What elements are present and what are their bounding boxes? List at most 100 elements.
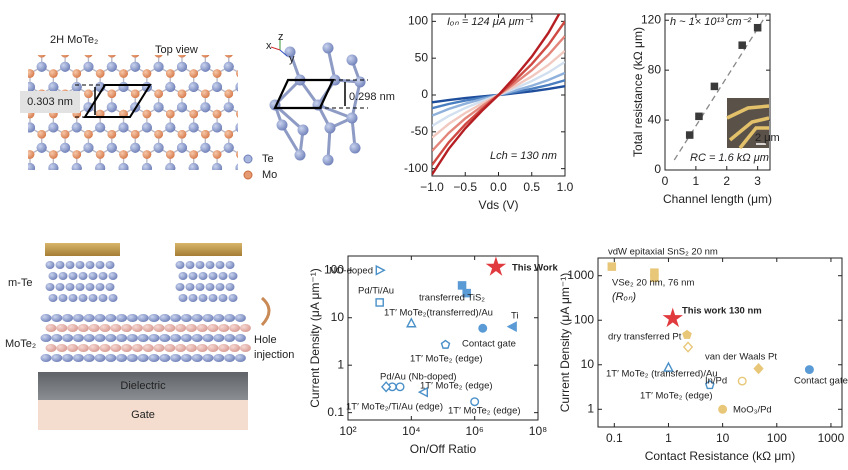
inset-trace bbox=[726, 104, 770, 150]
point-label: NO-doped bbox=[329, 266, 373, 277]
x-tick-label: 3 bbox=[754, 174, 761, 188]
atom bbox=[284, 46, 296, 58]
atom bbox=[176, 142, 187, 153]
atom bbox=[176, 61, 187, 72]
atom bbox=[37, 183, 47, 193]
bond bbox=[0, 128, 18, 155]
atom bbox=[131, 170, 140, 179]
bond bbox=[317, 103, 353, 120]
atom bbox=[48, 82, 59, 92]
x-tick-label: 2 bbox=[723, 174, 730, 188]
x-tick-label: 10² bbox=[339, 424, 356, 438]
atom bbox=[2, 82, 12, 92]
atom bbox=[247, 183, 257, 193]
atom bbox=[185, 261, 195, 269]
point bbox=[375, 298, 384, 307]
atom bbox=[2, 150, 11, 159]
atom bbox=[72, 314, 84, 322]
atom bbox=[2, 82, 12, 92]
atom bbox=[119, 150, 128, 159]
x-tick-label: 1000 bbox=[818, 431, 845, 445]
atom bbox=[218, 344, 230, 352]
atom bbox=[354, 76, 366, 88]
atom bbox=[36, 61, 47, 72]
atom bbox=[177, 89, 187, 99]
atom bbox=[55, 283, 65, 291]
atom bbox=[130, 129, 140, 139]
y-tick-label: 10 bbox=[331, 310, 345, 324]
electrode bbox=[175, 243, 242, 256]
point-label: Contact gate bbox=[462, 339, 516, 350]
atom bbox=[178, 55, 186, 58]
line bbox=[432, 14, 561, 176]
atom bbox=[218, 324, 230, 332]
point bbox=[710, 82, 719, 91]
atom bbox=[195, 283, 205, 291]
atom bbox=[98, 294, 108, 302]
atom bbox=[28, 163, 35, 170]
atom bbox=[142, 344, 154, 352]
atom bbox=[196, 324, 208, 332]
atom bbox=[56, 324, 68, 332]
atom bbox=[198, 272, 208, 280]
lattice bbox=[0, 42, 269, 200]
atom bbox=[212, 42, 222, 52]
atom bbox=[154, 170, 163, 179]
atom bbox=[95, 163, 106, 170]
atom bbox=[189, 191, 198, 200]
point-label: 1T′ MoTe₂ (edge) bbox=[448, 406, 521, 417]
atom bbox=[131, 170, 140, 179]
atom bbox=[224, 129, 234, 139]
y-tick-label: 100 bbox=[574, 312, 594, 326]
atom bbox=[71, 163, 82, 170]
atom bbox=[142, 150, 152, 159]
atom bbox=[108, 170, 117, 179]
atom bbox=[61, 170, 70, 179]
atom bbox=[130, 89, 140, 99]
atom bbox=[159, 314, 171, 322]
point bbox=[650, 273, 659, 283]
atom bbox=[248, 130, 257, 139]
atom bbox=[148, 334, 160, 342]
atom bbox=[259, 123, 269, 133]
y-tick-label: 100 bbox=[408, 14, 428, 28]
atom bbox=[58, 272, 68, 280]
x-tick-label: 100 bbox=[767, 431, 787, 445]
point bbox=[753, 23, 762, 32]
atom bbox=[247, 62, 257, 72]
atom bbox=[200, 61, 211, 72]
atom bbox=[13, 143, 23, 153]
x-tick-label: 1 bbox=[693, 174, 700, 188]
point-label: Pd/Ti/Au bbox=[358, 286, 394, 297]
atom bbox=[188, 163, 199, 170]
atom bbox=[297, 124, 309, 136]
x-tick-label: −1.0 bbox=[420, 180, 444, 194]
atom bbox=[259, 82, 269, 92]
atom bbox=[201, 129, 210, 139]
y-tick-label: 0.1 bbox=[327, 405, 344, 419]
atom bbox=[223, 61, 234, 72]
atom bbox=[72, 69, 82, 78]
atom bbox=[235, 42, 245, 52]
atom bbox=[13, 183, 23, 193]
layer-label: MoTe₂ bbox=[5, 338, 36, 350]
point bbox=[375, 264, 386, 276]
atom bbox=[154, 89, 163, 99]
atom bbox=[228, 294, 238, 302]
atom bbox=[148, 354, 160, 362]
atom bbox=[170, 334, 182, 342]
atom bbox=[116, 314, 128, 322]
atom bbox=[191, 314, 203, 322]
atom bbox=[159, 334, 171, 342]
atom bbox=[324, 122, 336, 134]
atom bbox=[71, 122, 82, 133]
atom bbox=[180, 314, 192, 322]
atom bbox=[119, 191, 128, 200]
atom bbox=[153, 102, 164, 113]
atom bbox=[236, 191, 245, 200]
atom bbox=[248, 49, 257, 58]
atom bbox=[208, 294, 218, 302]
atom bbox=[213, 354, 225, 362]
atom bbox=[119, 42, 129, 52]
bond bbox=[118, 167, 129, 170]
